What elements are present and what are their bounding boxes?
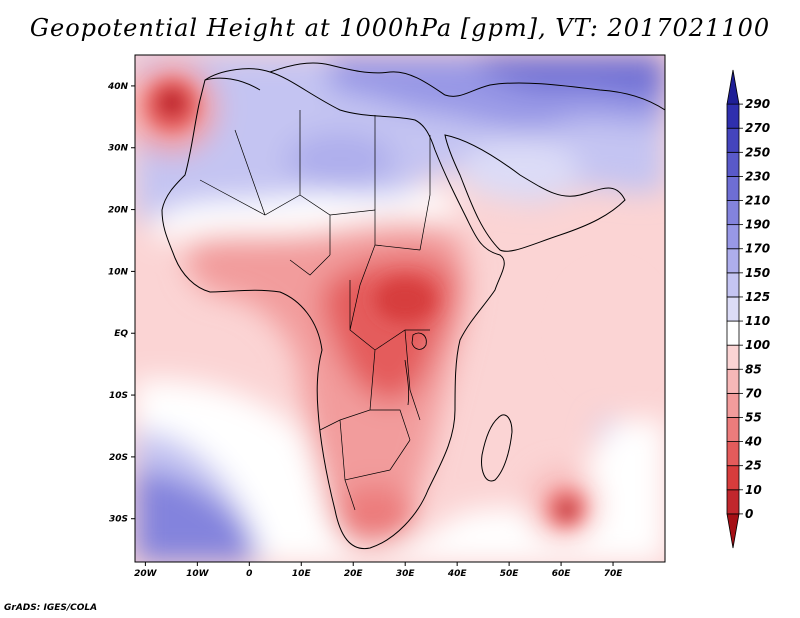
colorbar-swatch — [726, 513, 740, 549]
lat-tick-label: EQ — [114, 329, 128, 339]
colorbar-label: 110 — [745, 314, 770, 328]
colorbar-swatch — [726, 344, 740, 370]
colorbar-swatch — [726, 417, 740, 442]
colorbar-label: 230 — [745, 169, 770, 183]
lat-tick-label: 20S — [109, 453, 128, 463]
borders — [199, 110, 431, 511]
colorbar-label: 0 — [745, 507, 753, 521]
latitude-labels: 40N 30N 20N 10N EQ 10S 20S 30S — [107, 82, 129, 525]
indian-low-core — [558, 501, 576, 519]
lat-tick-label: 10S — [109, 391, 128, 401]
lon-tick-label: 10W — [186, 569, 210, 579]
colorbar-swatch — [726, 151, 740, 177]
north-high-peak — [480, 55, 665, 97]
coastlines — [161, 62, 665, 550]
colorbar-label: 170 — [745, 242, 770, 256]
madagascar-coast — [481, 414, 513, 482]
atlantic-low-core — [158, 89, 186, 117]
colorbar-swatch — [726, 320, 740, 346]
colorbar-swatch — [726, 200, 740, 226]
colorbar-label: 10 — [745, 483, 762, 497]
lon-tick-label: 50E — [500, 569, 520, 579]
med-north-coast — [204, 62, 665, 111]
colorbar-label: 290 — [745, 97, 770, 111]
colorbar-swatch — [726, 368, 740, 394]
colorbar-label: 125 — [745, 290, 770, 304]
colorbar-swatch — [726, 296, 740, 322]
south-atlantic-core — [135, 470, 260, 562]
colorbar-label: 100 — [745, 338, 770, 352]
lat-tick-label: 30S — [109, 515, 128, 525]
lon-tick-label: 0 — [246, 569, 252, 579]
lat-tick-label: 10N — [108, 267, 129, 277]
colorbar-swatch — [726, 127, 740, 153]
sahara-high — [285, 132, 395, 188]
colorbar-swatch — [726, 103, 740, 129]
colorbar-swatch — [726, 272, 740, 298]
lon-tick-label: 60E — [552, 569, 572, 579]
map-title: Geopotential Height at 1000hPa [gpm], VT… — [29, 14, 771, 42]
lon-tick-label: 10E — [292, 569, 312, 579]
colorbar-label: 270 — [745, 121, 770, 135]
lat-tick-label: 20N — [108, 206, 129, 216]
colorbar-swatch — [726, 441, 740, 467]
lat-tick-label: 30N — [108, 144, 129, 154]
colorbar-swatch — [726, 69, 740, 105]
grads-credit: GrADS: IGES/COLA — [4, 603, 98, 613]
lat-tick-label: 40N — [107, 82, 129, 92]
colorbar-swatch — [726, 248, 740, 274]
colorbar-swatch — [726, 392, 740, 418]
colorbar-label: 150 — [745, 266, 770, 280]
map-frame — [134, 54, 666, 563]
colorbar-swatch — [726, 489, 740, 515]
lake-tanganyika — [404, 359, 410, 406]
colorbar-label: 55 — [745, 410, 762, 424]
colorbar-swatch — [726, 176, 740, 201]
colorbar-label: 250 — [745, 145, 770, 159]
africa-coastline — [161, 68, 505, 550]
lon-tick-label: 20W — [134, 569, 158, 579]
arabia-high — [460, 140, 580, 200]
colorbar-label: 70 — [745, 386, 762, 400]
sahel-white-band — [150, 189, 460, 242]
colorbar-label: 40 — [744, 435, 762, 449]
colorbar-label: 25 — [745, 459, 762, 473]
arabia-coast — [444, 134, 626, 252]
lon-tick-label: 20E — [344, 569, 364, 579]
colorbar-label: 85 — [745, 362, 762, 376]
lon-tick-label: 40E — [447, 569, 468, 579]
east-africa-low — [375, 278, 435, 322]
axis-ticks — [131, 85, 614, 566]
contour-field — [135, 55, 665, 562]
colorbar-swatch — [726, 465, 740, 491]
lake-victoria — [411, 332, 427, 350]
lon-tick-label: 70E — [604, 569, 624, 579]
colorbar-label: 190 — [745, 218, 770, 232]
south-africa-low — [335, 485, 415, 545]
longitude-labels: 20W 10W 0 10E 20E 30E 40E 50E 60E 70E — [134, 569, 623, 579]
colorbar-label: 210 — [745, 194, 770, 208]
lon-tick-label: 30E — [396, 569, 416, 579]
colorbar: 0 10 25 40 55 70 85 100 110 125 150 170 190 210 230 250… — [726, 69, 770, 549]
arabian-sea-pink — [560, 270, 660, 390]
colorbar-swatch — [726, 224, 740, 250]
